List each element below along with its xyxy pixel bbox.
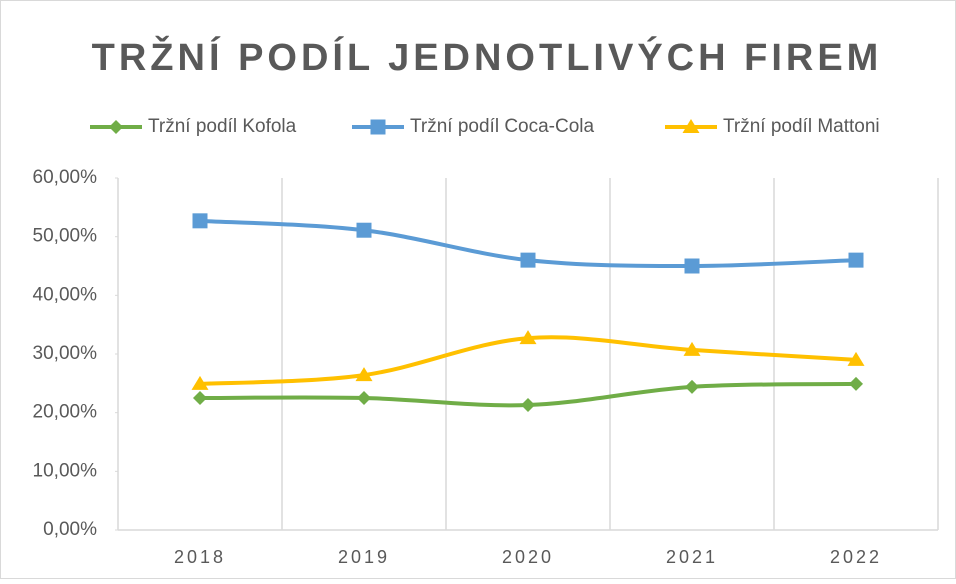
- x-tick-label: 2018: [174, 547, 226, 567]
- legend-label: Tržní podíl Kofola: [148, 116, 297, 137]
- y-tick-label: 50,00%: [33, 226, 98, 247]
- x-tick-label: 2022: [830, 547, 882, 567]
- chart-title: TRŽNÍ PODÍL JEDNOTLIVÝCH FIREM: [92, 35, 883, 79]
- y-tick-label: 40,00%: [33, 284, 98, 305]
- marker: [682, 119, 700, 133]
- marker: [357, 391, 371, 405]
- y-tick-label: 20,00%: [33, 402, 98, 423]
- x-tick-label: 2021: [666, 547, 718, 567]
- marker: [192, 213, 208, 229]
- marker: [683, 341, 701, 356]
- y-tick-label: 60,00%: [33, 167, 98, 188]
- marker: [849, 376, 863, 391]
- y-tick-label: 30,00%: [33, 343, 98, 364]
- marker: [355, 367, 373, 382]
- marker: [521, 398, 535, 413]
- y-tick-label: 0,00%: [43, 519, 97, 540]
- marker: [109, 120, 123, 134]
- marker: [191, 375, 209, 390]
- marker: [356, 222, 372, 238]
- legend-label: Tržní podíl Coca-Cola: [410, 116, 595, 137]
- x-tick-label: 2019: [338, 547, 390, 567]
- marker: [519, 330, 537, 345]
- marker: [847, 351, 865, 366]
- marker: [193, 391, 207, 405]
- marker: [684, 258, 700, 274]
- marker: [848, 252, 864, 268]
- marker: [685, 379, 699, 394]
- legend-label: Tržní podíl Mattoni: [723, 116, 880, 137]
- marker: [520, 252, 536, 268]
- x-tick-label: 2020: [502, 547, 554, 567]
- y-tick-label: 10,00%: [33, 460, 98, 481]
- marker: [370, 119, 386, 135]
